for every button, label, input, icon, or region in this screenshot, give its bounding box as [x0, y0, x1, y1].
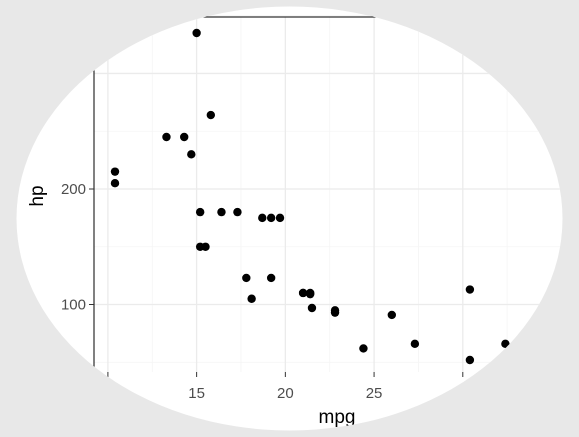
data-point [527, 340, 537, 350]
x-tick-label: 20 [277, 385, 294, 402]
x-tick-label: 30 [454, 385, 471, 402]
data-point [387, 310, 397, 320]
data-point [242, 273, 251, 283]
data-point [275, 213, 285, 223]
data-point [180, 132, 189, 142]
data-point [258, 213, 267, 223]
data-point [298, 288, 308, 298]
data-point [110, 179, 120, 188]
data-point [465, 355, 475, 365]
data-point [330, 306, 340, 315]
data-point [192, 28, 201, 38]
x-tick-label: 25 [366, 385, 383, 402]
data-point [307, 303, 317, 313]
y-tick-label: 100 [61, 297, 86, 314]
data-point [305, 289, 315, 299]
data-point [465, 285, 475, 294]
data-point [266, 273, 276, 283]
data-point [162, 132, 171, 142]
data-point [206, 110, 216, 120]
data-point [110, 167, 120, 176]
data-point [233, 207, 242, 217]
data-point [187, 150, 196, 159]
y-axis-title: hp [27, 185, 48, 206]
data-point [266, 213, 276, 223]
data-point [359, 344, 368, 353]
data-point [195, 207, 205, 217]
x-tick-label: 15 [188, 385, 205, 402]
data-point [217, 207, 226, 217]
data-point [501, 339, 510, 349]
data-points [110, 28, 537, 365]
vignette-background [16, 6, 563, 431]
data-point [247, 294, 256, 303]
y-tick-label: 200 [61, 181, 86, 198]
data-point [195, 242, 205, 251]
x-axis-title: mpg [319, 407, 356, 428]
data-point [410, 339, 420, 349]
y-axis-ticks: 100 200 [61, 181, 94, 314]
x-tick-label: 10 [100, 385, 117, 402]
major-gridlines [94, 17, 563, 372]
